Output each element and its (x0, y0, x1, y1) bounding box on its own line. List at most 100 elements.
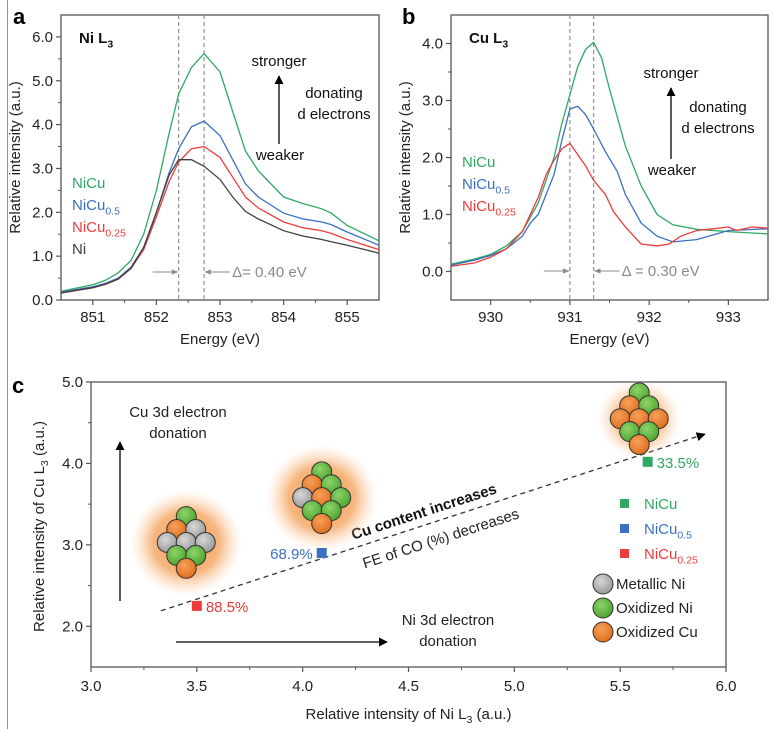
legend-marker-nicu025 (620, 549, 629, 558)
panel-a-chart: 851 852 853 854 855 0.0 1.0 2.0 3.0 4.0 5.0 6.0 Ener… (7, 14, 380, 348)
legend-item-nicu025: NiCu0.25 (462, 198, 516, 219)
series-line-nicu05 (450, 105, 769, 266)
y-tick-label: 1.0 (422, 207, 443, 224)
y-tick-label: 1.0 (32, 248, 53, 265)
legend-atom-icon (592, 573, 614, 595)
legend-atom-label: Oxidized Cu (616, 624, 698, 641)
y-tick-label: 3.0 (422, 93, 443, 110)
atom-sphere (311, 513, 333, 535)
x-tick-label: 4.5 (398, 678, 419, 695)
panel-title: Cu L3 (469, 30, 508, 51)
legend-item-nicu: NiCu (462, 154, 495, 171)
x-tick-label: 6.0 (716, 678, 737, 695)
x-tick-label: 932 (637, 309, 662, 326)
legend-marker-nicu05 (620, 524, 629, 533)
y-tick-label: 2.0 (32, 204, 53, 221)
y-tick-label: 5.0 (32, 73, 53, 90)
legend-item-nicu05: NiCu0.5 (72, 197, 120, 218)
left-border-line (7, 0, 8, 729)
annotation-donating: donating (305, 85, 363, 102)
atom-sphere (628, 434, 650, 456)
panel-label-c: c (12, 373, 24, 398)
panel-title: Ni L3 (79, 30, 113, 51)
ni-donation-text: Ni 3d electron (402, 612, 495, 629)
legend-atom-icon (592, 621, 614, 643)
legend-atom-label: Metallic Ni (616, 576, 685, 593)
data-point-label: 68.9% (270, 546, 313, 563)
legend-atom-label: Oxidized Ni (616, 600, 693, 617)
x-tick-label: 851 (80, 309, 105, 326)
data-point-nicu05 (316, 548, 327, 558)
annotation-d-electrons: d electrons (681, 120, 754, 137)
y-tick-label: 2.0 (62, 618, 83, 635)
atom-sphere (175, 557, 197, 579)
legend-atom-icon (592, 597, 614, 619)
legend-item-nicu: NiCu (72, 175, 105, 192)
x-axis-label: Energy (eV) (569, 331, 649, 348)
x-tick-label: 931 (557, 309, 582, 326)
data-point-nicu (642, 456, 653, 467)
panel-c-chart: 3.0 3.5 4.0 4.5 5.0 5.5 6.0 2.0 3.0 4.0 5.0 Relativ… (31, 374, 736, 726)
legend-item-nicu: NiCu (644, 496, 677, 513)
legend-item-nicu025: NiCu0.25 (644, 546, 698, 567)
y-tick-label: 4.0 (62, 455, 83, 472)
shift-label: Δ= 0.40 eV (232, 264, 307, 281)
annotation-stronger: stronger (643, 65, 698, 82)
cluster-nicu0.5 (265, 444, 378, 552)
x-tick-label: 4.0 (292, 678, 313, 695)
legend-item-nicu05: NiCu0.5 (644, 521, 692, 542)
y-tick-label: 5.0 (62, 374, 83, 391)
shift-label: Δ = 0.30 eV (622, 263, 700, 280)
legend-item-nicu025: NiCu0.25 (72, 219, 126, 240)
series-line-nicu (60, 52, 380, 292)
series-line-ni (60, 159, 380, 294)
x-tick-label: 855 (335, 309, 360, 326)
y-tick-label: 4.0 (32, 117, 53, 134)
legend-marker-nicu (620, 499, 629, 508)
panel-b-chart: 930 931 932 933 0.0 1.0 2.0 3.0 4.0 Energy (eV) Re… (397, 14, 769, 348)
cu-donation-text: Cu 3d electron (129, 404, 227, 421)
cluster-nicu0.25 (130, 489, 243, 597)
annotation-stronger: stronger (251, 53, 306, 70)
annotation-weaker: weaker (647, 162, 696, 179)
series-line-nicu025 (450, 142, 769, 268)
annotation-donating: donating (689, 99, 747, 116)
data-point-nicu025 (191, 600, 202, 611)
cluster-nicu (597, 379, 682, 460)
x-axis-label: Relative intensity of Ni L3 (a.u.) (306, 706, 512, 726)
series-line-nicu025 (60, 145, 380, 294)
x-axis-label: Energy (eV) (180, 331, 260, 348)
panel-label-b: b (402, 4, 415, 29)
x-tick-label: 5.0 (504, 678, 525, 695)
legend-item-ni: Ni (72, 241, 86, 258)
y-tick-label: 3.0 (62, 537, 83, 554)
cu-donation-text: donation (149, 425, 207, 442)
series-line-nicu05 (60, 120, 380, 293)
y-axis-label: Relative intensity of Cu L3 (a.u.) (31, 421, 51, 632)
data-point-label: 88.5% (206, 599, 249, 616)
x-tick-label: 852 (144, 309, 169, 326)
x-tick-label: 933 (716, 309, 741, 326)
data-point-label: 33.5% (657, 455, 700, 472)
y-tick-label: 4.0 (422, 36, 443, 53)
series-line-nicu (450, 41, 769, 265)
annotation-weaker: weaker (255, 147, 304, 164)
panel-label-a: a (13, 4, 26, 29)
x-tick-label: 854 (271, 309, 296, 326)
x-tick-label: 5.5 (610, 678, 631, 695)
x-tick-label: 930 (478, 309, 503, 326)
y-axis-label: Relative intensity (a.u.) (397, 81, 414, 234)
y-tick-label: 3.0 (32, 160, 53, 177)
y-tick-label: 6.0 (32, 29, 53, 46)
legend-item-nicu05: NiCu0.5 (462, 176, 510, 197)
ni-donation-text: donation (419, 633, 477, 650)
y-axis-label: Relative intensity (a.u.) (7, 81, 24, 234)
annotation-d-electrons: d electrons (297, 106, 370, 123)
y-tick-label: 2.0 (422, 150, 443, 167)
y-tick-label: 0.0 (422, 264, 443, 281)
x-tick-label: 3.0 (81, 678, 102, 695)
x-tick-label: 3.5 (186, 678, 207, 695)
y-tick-label: 0.0 (32, 292, 53, 309)
x-tick-label: 853 (207, 309, 232, 326)
